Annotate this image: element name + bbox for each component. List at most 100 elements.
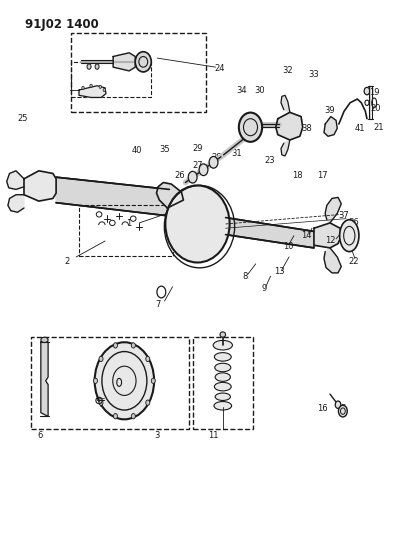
Bar <box>79 205 173 256</box>
Polygon shape <box>41 342 48 416</box>
Bar <box>71 62 151 98</box>
Ellipse shape <box>93 378 98 383</box>
Text: 26: 26 <box>174 171 185 180</box>
Text: 34: 34 <box>236 85 247 94</box>
Bar <box>31 337 189 429</box>
Ellipse shape <box>165 185 230 263</box>
Polygon shape <box>8 195 24 212</box>
Text: 3: 3 <box>154 431 159 440</box>
Text: 19: 19 <box>369 87 380 96</box>
Polygon shape <box>314 223 341 248</box>
Ellipse shape <box>114 343 117 348</box>
Ellipse shape <box>131 343 135 348</box>
Text: 18: 18 <box>292 171 302 180</box>
Polygon shape <box>56 177 169 216</box>
Ellipse shape <box>214 401 232 410</box>
Ellipse shape <box>146 400 150 405</box>
Polygon shape <box>226 217 314 248</box>
Text: 40: 40 <box>132 146 143 155</box>
Text: 32: 32 <box>283 67 293 75</box>
Text: 20: 20 <box>370 103 381 112</box>
Text: 22: 22 <box>348 257 359 265</box>
Ellipse shape <box>239 112 262 142</box>
Ellipse shape <box>199 164 208 175</box>
Polygon shape <box>325 197 341 223</box>
Ellipse shape <box>340 220 359 252</box>
Polygon shape <box>113 53 135 71</box>
Polygon shape <box>281 95 290 112</box>
Text: 10: 10 <box>283 242 293 251</box>
Text: 36: 36 <box>348 219 359 228</box>
Ellipse shape <box>215 364 231 372</box>
Ellipse shape <box>364 87 370 95</box>
Ellipse shape <box>103 88 106 92</box>
Polygon shape <box>281 140 290 156</box>
Text: 5: 5 <box>116 380 122 389</box>
Ellipse shape <box>135 52 151 72</box>
Text: 12: 12 <box>326 237 336 246</box>
Ellipse shape <box>214 353 231 361</box>
Ellipse shape <box>151 378 155 383</box>
Text: 1: 1 <box>126 220 131 229</box>
Text: 38: 38 <box>301 124 312 133</box>
Text: 13: 13 <box>274 268 285 276</box>
Ellipse shape <box>339 405 347 417</box>
Ellipse shape <box>146 356 150 361</box>
Bar <box>193 337 253 429</box>
Ellipse shape <box>335 401 341 408</box>
Text: 21: 21 <box>373 123 384 132</box>
Text: 14: 14 <box>301 231 312 240</box>
Text: 8: 8 <box>242 272 247 280</box>
Ellipse shape <box>90 84 92 87</box>
Ellipse shape <box>209 157 218 168</box>
Polygon shape <box>324 117 337 136</box>
Polygon shape <box>276 112 303 140</box>
Ellipse shape <box>95 342 154 419</box>
Bar <box>71 33 206 112</box>
Ellipse shape <box>99 85 102 88</box>
Text: 4: 4 <box>99 401 104 410</box>
Text: 30: 30 <box>254 85 265 94</box>
Text: 15: 15 <box>336 405 347 414</box>
Polygon shape <box>324 248 341 273</box>
Text: 11: 11 <box>208 431 219 440</box>
Text: 25: 25 <box>18 114 28 123</box>
Text: 6: 6 <box>37 431 43 440</box>
Text: 37: 37 <box>339 211 349 220</box>
Ellipse shape <box>220 332 226 337</box>
Ellipse shape <box>99 356 103 361</box>
Ellipse shape <box>114 414 117 419</box>
Text: 17: 17 <box>317 171 327 180</box>
Text: 7: 7 <box>156 300 161 309</box>
Ellipse shape <box>95 64 99 69</box>
Ellipse shape <box>41 337 48 343</box>
Text: 27: 27 <box>192 161 203 170</box>
Ellipse shape <box>99 400 103 405</box>
Ellipse shape <box>215 393 231 400</box>
Polygon shape <box>156 182 183 208</box>
Polygon shape <box>79 86 106 98</box>
Text: 24: 24 <box>214 64 225 73</box>
Ellipse shape <box>188 171 197 183</box>
Ellipse shape <box>82 86 84 90</box>
Ellipse shape <box>213 341 233 350</box>
Text: 23: 23 <box>264 156 275 165</box>
Ellipse shape <box>131 414 135 419</box>
Ellipse shape <box>87 64 91 69</box>
Text: 16: 16 <box>317 405 327 414</box>
Polygon shape <box>24 171 56 201</box>
Text: 33: 33 <box>309 70 319 78</box>
Text: 2: 2 <box>64 257 70 265</box>
Text: 41: 41 <box>355 124 366 133</box>
Text: 29: 29 <box>192 144 203 153</box>
Text: 31: 31 <box>232 149 242 158</box>
Text: 39: 39 <box>325 106 335 115</box>
Ellipse shape <box>214 382 231 391</box>
Text: 91J02 1400: 91J02 1400 <box>25 18 99 31</box>
Ellipse shape <box>215 373 231 381</box>
Text: X 10: X 10 <box>115 401 134 410</box>
Polygon shape <box>7 171 24 189</box>
Text: 35: 35 <box>159 145 170 154</box>
Text: 9: 9 <box>261 284 266 293</box>
Text: 28: 28 <box>212 153 222 162</box>
